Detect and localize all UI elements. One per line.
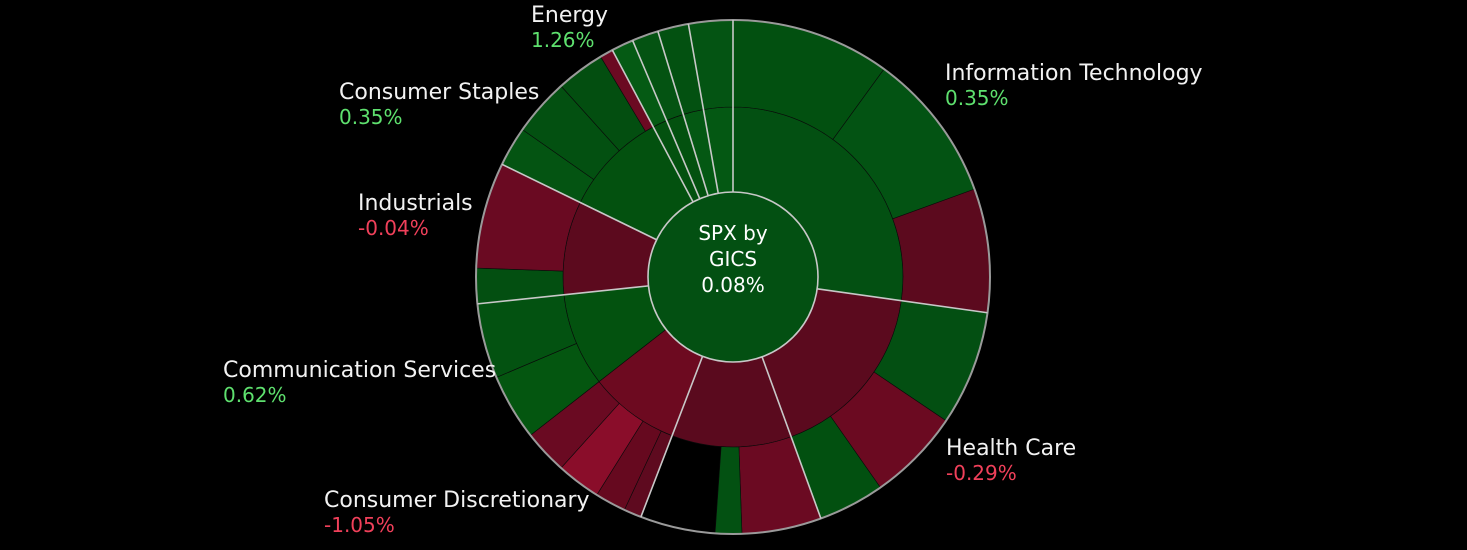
label-change: 0.62%: [223, 383, 287, 407]
label-name: Health Care: [946, 436, 1077, 461]
label-health-care[interactable]: Health Care -0.29%: [946, 436, 1077, 486]
label-change: 0.35%: [339, 105, 403, 129]
sector-divider-5: [501, 163, 657, 241]
label-consumer-discretionary[interactable]: Consumer Discretionary -1.05%: [324, 488, 590, 538]
label-energy[interactable]: Energy 1.26%: [531, 3, 609, 53]
label-change: 0.35%: [945, 86, 1009, 110]
label-change: -0.04%: [358, 216, 429, 240]
sector-divider-2: [761, 356, 822, 519]
center-title-line2: GICS: [708, 247, 758, 271]
center-title-line1: SPX by: [698, 221, 768, 245]
label-information-technology[interactable]: Information Technology 0.35%: [945, 61, 1203, 111]
label-name: Communication Services: [223, 358, 497, 383]
sector-divider-8: [657, 30, 709, 196]
label-name: Industrials: [358, 191, 473, 216]
sector-divider-1: [817, 288, 988, 314]
label-change: 1.26%: [531, 28, 595, 52]
label-consumer-staples[interactable]: Consumer Staples 0.35%: [339, 80, 540, 130]
center-label: SPX by GICS 0.08%: [648, 220, 818, 298]
sector-divider-4: [477, 285, 649, 305]
label-name: Consumer Discretionary: [324, 488, 590, 513]
label-name: Information Technology: [945, 61, 1203, 86]
sector-divider-9: [687, 23, 720, 194]
sector-divider-6: [611, 49, 694, 203]
sector-divider-3: [640, 356, 704, 518]
sector-divider-7: [631, 40, 701, 200]
label-name: Energy: [531, 3, 609, 28]
center-change: 0.08%: [701, 273, 765, 297]
label-change: -0.29%: [946, 461, 1017, 485]
center-disc: [647, 191, 819, 363]
label-communication-services[interactable]: Communication Services 0.62%: [223, 358, 497, 408]
subsector-arc-consumer-discretionary-1: [714, 446, 743, 535]
label-industrials[interactable]: Industrials -0.04%: [358, 191, 473, 241]
label-name: Consumer Staples: [339, 80, 540, 105]
label-change: -1.05%: [324, 513, 395, 537]
